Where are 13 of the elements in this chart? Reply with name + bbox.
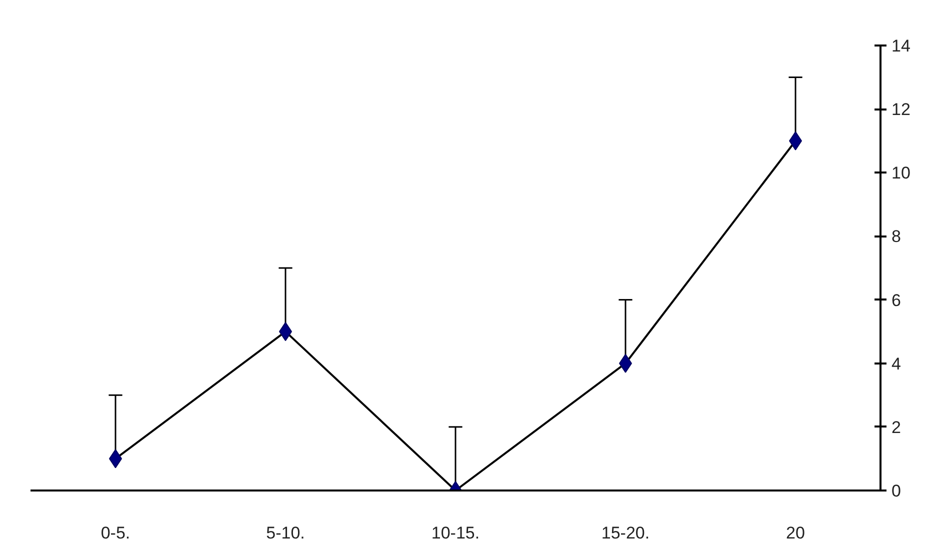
- y-tick-label: 8: [892, 227, 901, 246]
- y-tick-label: 2: [892, 418, 901, 437]
- y-tick-label: 12: [892, 100, 910, 120]
- y-tick-label: 6: [892, 290, 901, 310]
- y-tick-label: 4: [892, 354, 901, 374]
- y-tick-label: 0: [892, 482, 901, 500]
- x-tick-label: 10-15.: [431, 524, 480, 542]
- y-tick-label: 10: [892, 164, 910, 183]
- x-tick-label: 15-20.: [601, 524, 650, 542]
- y-tick-label: 14: [892, 36, 910, 56]
- x-tick-label: 5-10.: [266, 524, 305, 542]
- x-tick-label: 0-5.: [100, 524, 130, 542]
- x-tick-label: 20: [786, 524, 805, 542]
